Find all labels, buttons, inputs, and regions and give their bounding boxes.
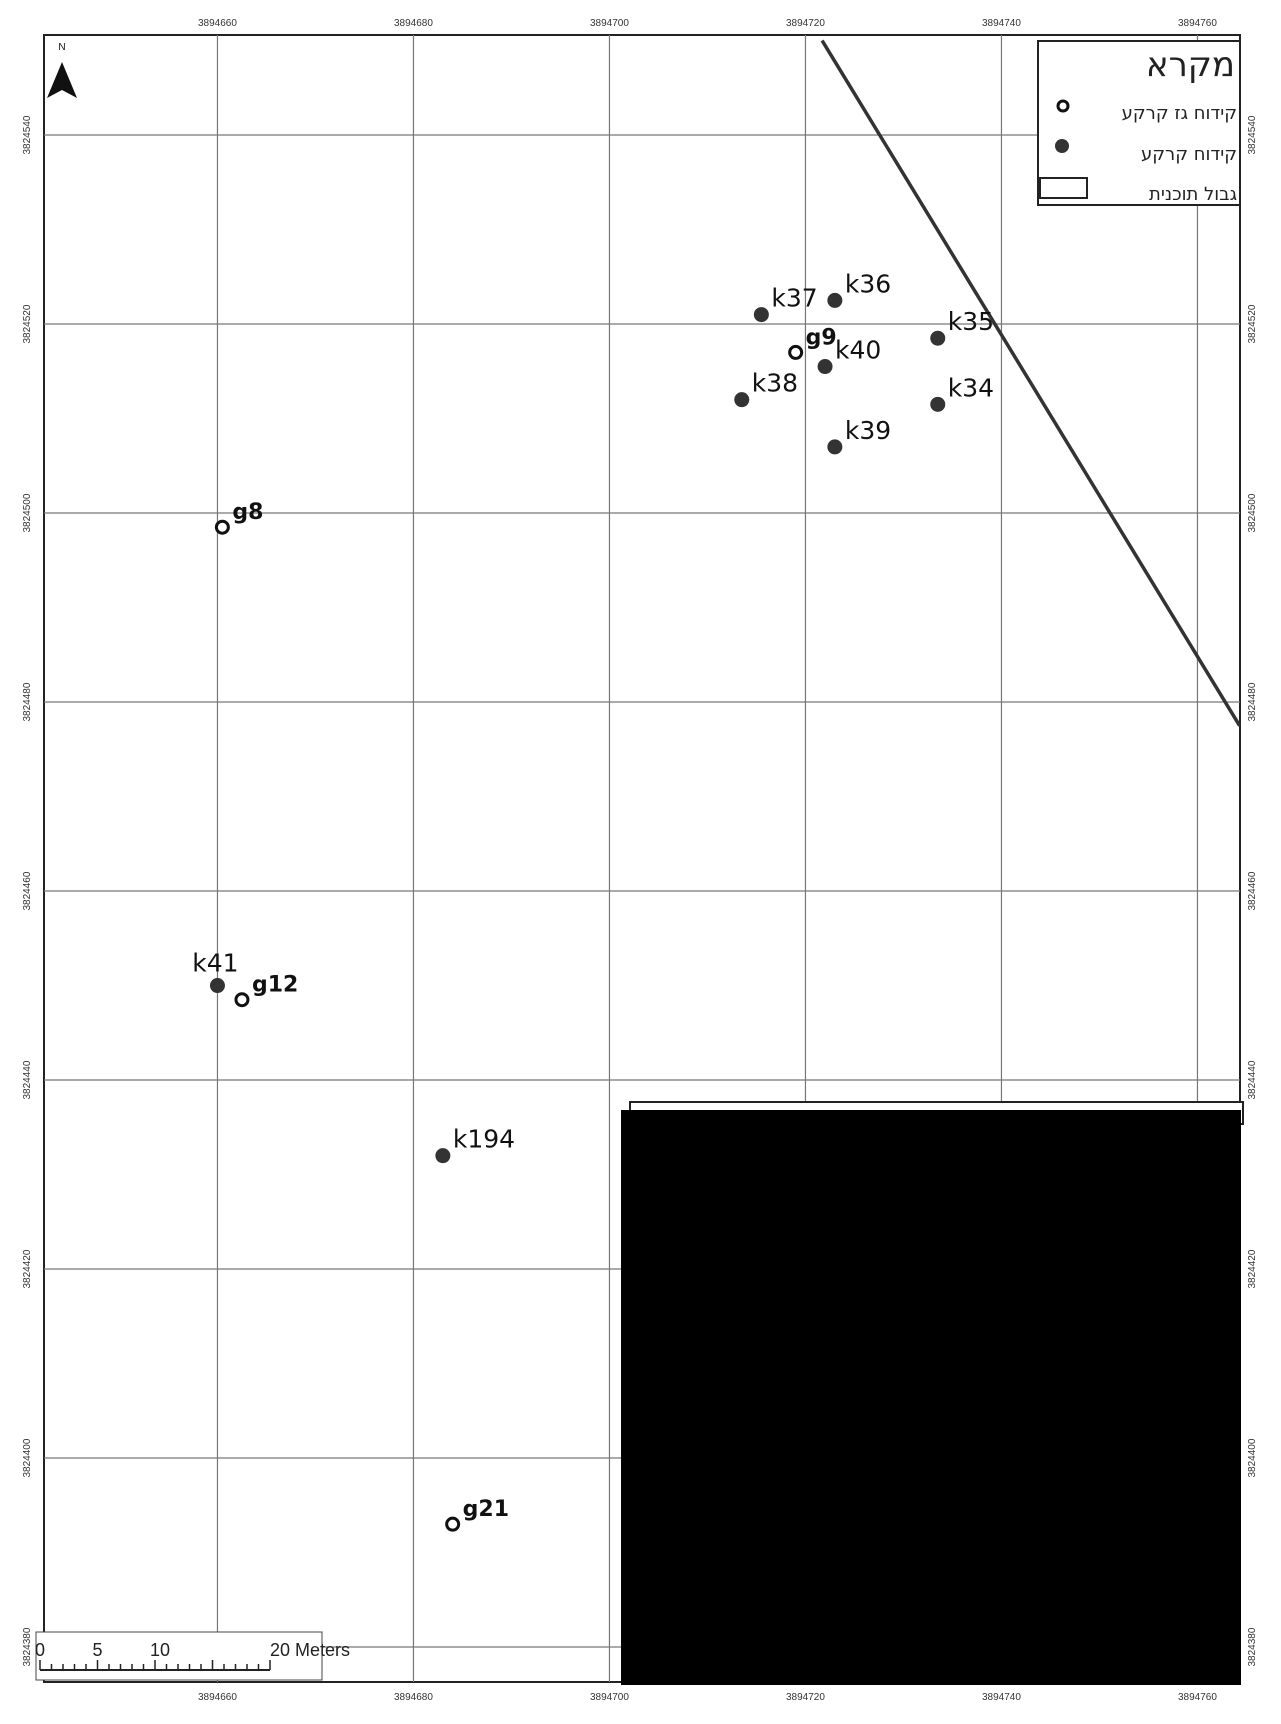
scale-label-20-meters: 20 Meters <box>270 1640 350 1660</box>
x-tick-label: 3894660 <box>198 18 237 29</box>
north-arrow-icon: N <box>47 42 77 98</box>
y-tick-label: 3824460 <box>1247 871 1258 910</box>
x-tick-label: 3894680 <box>394 1692 433 1703</box>
x-tick-label: 3894760 <box>1178 18 1217 29</box>
legend-soil-symbol-icon <box>1055 139 1069 153</box>
borehole-k36 <box>827 292 843 308</box>
label-k37: k37 <box>771 284 817 313</box>
legend-boundary-symbol-icon <box>1039 177 1088 199</box>
label-g21: g21 <box>463 1497 509 1522</box>
scale-label-0: 0 <box>35 1640 45 1660</box>
y-tick-label: 3824480 <box>1247 682 1258 721</box>
x-tick-label: 3894680 <box>394 18 433 29</box>
label-g9: g9 <box>806 325 837 350</box>
x-tick-labels-top: 3894660 3894680 3894700 3894720 3894740 38947… <box>198 18 1217 29</box>
plan-boundary-line <box>820 39 1242 727</box>
y-tick-label: 3824480 <box>22 682 33 721</box>
y-tick-label: 3824500 <box>1247 493 1258 532</box>
legend-item-gas: קידוח גז קרקע <box>1122 103 1237 124</box>
scale-bar: 0 5 10 20 Meters <box>35 1631 350 1681</box>
x-tick-label: 3894720 <box>786 1692 825 1703</box>
y-tick-label: 3824420 <box>22 1249 33 1288</box>
y-tick-label: 3824400 <box>22 1438 33 1477</box>
scale-label-10: 10 <box>150 1640 170 1660</box>
x-tick-label: 3894700 <box>590 18 629 29</box>
scale-bar-ticks <box>39 1660 271 1670</box>
label-k38: k38 <box>752 369 798 398</box>
label-k194: k194 <box>453 1125 515 1154</box>
legend-item-boundary: גבול תוכנית <box>1149 184 1237 205</box>
borehole-g12 <box>234 992 250 1008</box>
y-tick-labels-left: 3824540 3824520 3824500 3824480 3824460 38244… <box>22 115 33 1666</box>
y-tick-label: 3824440 <box>1247 1060 1258 1099</box>
borehole-k40 <box>817 359 833 375</box>
scale-bar-box <box>35 1631 323 1681</box>
x-tick-label: 3894740 <box>982 18 1021 29</box>
y-tick-label: 3824380 <box>1247 1627 1258 1666</box>
label-k35: k35 <box>948 307 994 336</box>
borehole-g21 <box>445 1516 461 1532</box>
borehole-k194 <box>435 1148 451 1164</box>
borehole-k37 <box>753 307 769 323</box>
y-tick-label: 3824420 <box>1247 1249 1258 1288</box>
label-g12: g12 <box>252 973 298 998</box>
y-tick-label: 3824380 <box>22 1627 33 1666</box>
x-tick-label: 3894740 <box>982 1692 1021 1703</box>
x-tick-label: 3894660 <box>198 1692 237 1703</box>
y-tick-label: 3824400 <box>1247 1438 1258 1477</box>
legend: מקרא קידוח גז קרקע קידוח קרקע גבול תוכני… <box>1037 40 1241 206</box>
borehole-k35 <box>930 330 946 346</box>
y-tick-label: 3824520 <box>1247 304 1258 343</box>
x-tick-label: 3894720 <box>786 18 825 29</box>
borehole-k38 <box>734 392 750 408</box>
borehole-g8 <box>214 519 230 535</box>
borehole-k39 <box>827 439 843 455</box>
redacted-inset <box>621 1110 1241 1685</box>
borehole-k41 <box>209 978 225 994</box>
x-tick-labels-bottom: 3894660 3894680 3894700 3894720 3894740 38947… <box>198 1692 1217 1703</box>
label-k34: k34 <box>948 373 994 402</box>
legend-title: מקרא <box>1146 45 1235 85</box>
x-tick-label: 3894700 <box>590 1692 629 1703</box>
x-tick-label: 3894760 <box>1178 1692 1217 1703</box>
y-tick-labels-right: 3824540 3824520 3824500 3824480 3824460 38244… <box>1247 115 1258 1666</box>
legend-item-soil: קידוח קרקע <box>1141 144 1237 165</box>
y-tick-label: 3824500 <box>22 493 33 532</box>
legend-box <box>1037 40 1241 206</box>
y-tick-label: 3824520 <box>22 304 33 343</box>
label-k40: k40 <box>835 336 881 365</box>
y-tick-label: 3824540 <box>1247 115 1258 154</box>
y-tick-label: 3824440 <box>22 1060 33 1099</box>
label-k36: k36 <box>845 269 891 298</box>
borehole-k34 <box>930 396 946 412</box>
legend-gas-symbol-icon <box>1056 99 1070 113</box>
label-g8: g8 <box>232 500 263 525</box>
y-tick-label: 3824540 <box>22 115 33 154</box>
north-label: N <box>58 42 65 53</box>
label-k41: k41 <box>192 949 238 978</box>
y-tick-label: 3824460 <box>22 871 33 910</box>
scale-label-5: 5 <box>93 1640 103 1660</box>
label-k39: k39 <box>845 416 891 445</box>
borehole-g9 <box>788 344 804 360</box>
